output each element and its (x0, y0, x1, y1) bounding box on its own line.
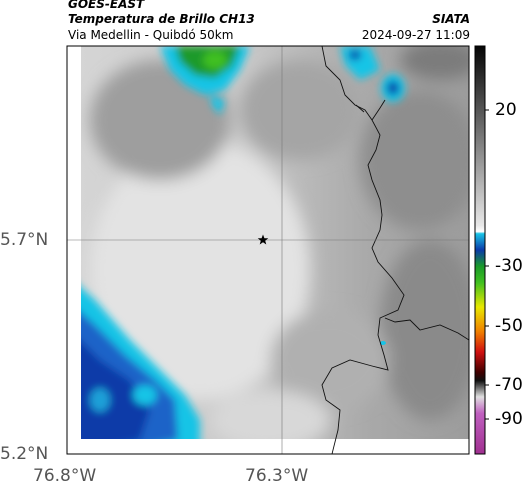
colorbar-tick: 20 (495, 100, 517, 120)
map-frame (66, 45, 470, 455)
cold-cloud-northeast (340, 46, 405, 102)
colorbar-tick: -30 (495, 256, 523, 276)
colorbar-tick: -50 (495, 316, 523, 336)
department-border (321, 46, 405, 454)
location-subtitle: Via Medellin - Quibdó 50km (68, 28, 234, 42)
satellite-name: GOES-EAST (68, 0, 145, 11)
star-icon (257, 234, 269, 245)
cold-cloud-north (160, 46, 250, 115)
timestamp: 2024-09-27 11:09 (361, 28, 470, 42)
lat-tick-label: 5.7°N (0, 230, 49, 250)
cold-cloud-southwest (67, 275, 200, 454)
lat-tick-label: 5.2°N (0, 444, 49, 464)
colorbar-tick: -90 (495, 409, 523, 429)
colorbar-gradient (474, 45, 486, 455)
source-label: SIATA (432, 12, 470, 26)
lon-tick-label: 76.3°W (245, 466, 309, 486)
product-title: Temperatura de Brillo CH13 (68, 12, 255, 26)
colorbar-tick: -70 (495, 375, 523, 395)
lon-tick-label: 76.8°W (33, 466, 97, 486)
